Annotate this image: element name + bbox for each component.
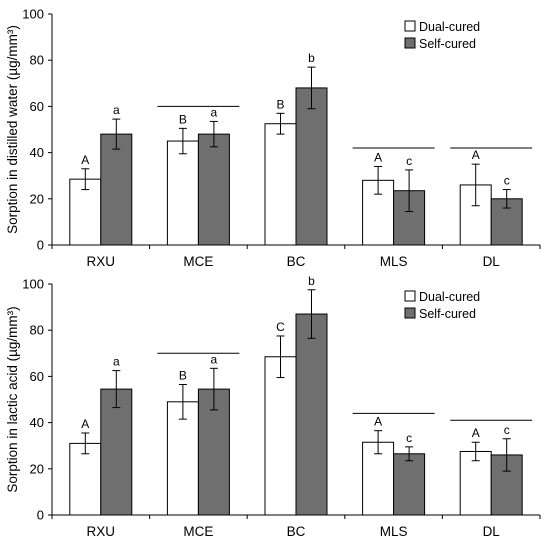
significance-letter: C [276,320,285,334]
significance-letter: c [406,154,412,168]
y-tick-label: 40 [30,145,44,160]
legend-label: Self-cured [419,37,476,51]
y-tick-label: 60 [30,99,44,114]
y-tick-label: 0 [37,238,44,253]
x-tick-label: MCE [183,524,213,539]
bar-self-cured [295,313,328,516]
significance-letter: a [113,103,120,117]
significance-letter: c [504,423,510,437]
significance-letter: B [179,368,187,382]
x-tick-label: RXU [87,524,116,539]
y-axis-label: Sorption in lactic acid (µg/mm³) [5,306,20,492]
bar-dual-cured [69,442,102,516]
significance-letter: c [504,174,510,188]
y-tick-label: 60 [30,369,44,384]
legend-swatch-self-cured [404,307,416,319]
significance-letter: b [308,51,315,65]
y-tick-label: 80 [30,53,44,68]
x-tick-label: BC [287,254,306,269]
significance-letter: B [276,97,284,111]
bar-dual-cured [459,450,492,516]
bar-self-cured [100,133,133,246]
significance-letter: A [374,415,382,429]
bar-dual-cured [264,356,297,516]
significance-letter: A [81,417,89,431]
significance-letter: c [406,431,412,445]
y-tick-label: 40 [30,415,44,430]
significance-letter: a [211,105,218,119]
significance-letter: A [374,150,382,164]
significance-letter: b [308,274,315,288]
bar-dual-cured [264,123,297,246]
x-tick-label: DL [483,524,501,539]
significance-letter: A [81,153,89,167]
x-tick-label: MLS [380,254,408,269]
y-tick-label: 20 [30,191,44,206]
bar-dual-cured [362,441,395,516]
y-tick-label: 100 [22,277,44,292]
legend-label: Dual-cured [419,290,480,304]
x-tick-label: MCE [183,254,213,269]
bar-self-cured [393,453,426,516]
significance-letter: a [211,352,218,366]
significance-letter: A [472,148,480,162]
bar-self-cured [100,388,133,516]
y-tick-label: 0 [37,508,44,523]
x-tick-label: DL [483,254,501,269]
x-tick-label: RXU [87,254,116,269]
significance-letter: a [113,355,120,369]
legend-label: Self-cured [419,307,476,321]
bar-dual-cured [166,401,199,516]
x-tick-label: BC [287,524,306,539]
bar-dual-cured [166,140,199,246]
y-tick-label: 80 [30,323,44,338]
x-tick-label: MLS [380,524,408,539]
bar-self-cured [295,87,328,246]
significance-letter: B [179,112,187,126]
legend-swatch-self-cured [404,37,416,49]
bar-self-cured [197,133,230,246]
legend-swatch-dual-cured [404,20,416,32]
legend-swatch-dual-cured [404,290,416,302]
y-tick-label: 20 [30,461,44,476]
y-tick-label: 100 [22,7,44,22]
significance-letter: A [472,426,480,440]
y-axis-label: Sorption in distilled water (µg/mm³) [5,25,20,234]
legend-label: Dual-cured [419,20,480,34]
